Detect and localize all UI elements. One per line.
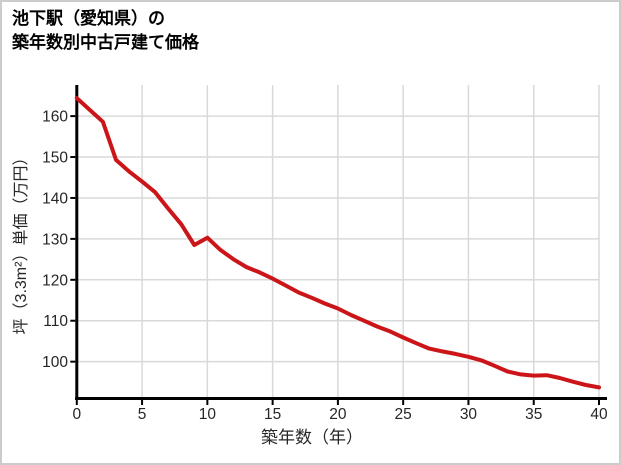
y-tick-label: 160: [42, 109, 68, 126]
y-tick-label: 110: [43, 313, 68, 330]
x-tick-label: 30: [460, 406, 478, 423]
y-axis-label: 坪（3.3m²）単価（万円）: [12, 150, 30, 335]
x-tick-label: 15: [264, 406, 281, 423]
x-axis-label: 築年数（年）: [261, 428, 363, 447]
y-tick-label: 130: [42, 231, 68, 248]
y-tick-label: 120: [42, 272, 68, 289]
tick-labels: 0 5 10 15 20 25 30 35 40 100 110 120 130 140 150 160: [42, 109, 608, 423]
y-tick-label: 150: [42, 150, 68, 167]
y-tick-label: 140: [42, 190, 68, 207]
x-tick-label: 5: [138, 406, 147, 423]
axes: [75, 85, 607, 400]
chart-title-line1: 池下駅（愛知県）の: [12, 9, 165, 28]
x-tick-label: 25: [395, 406, 412, 423]
y-tick-label: 100: [42, 354, 68, 371]
price-line-series: [74, 96, 601, 390]
grid: [76, 85, 600, 399]
tick-marks: [70, 115, 600, 405]
x-tick-label: 0: [72, 406, 81, 423]
x-tick-label: 10: [199, 406, 217, 423]
x-tick-label: 40: [590, 406, 608, 423]
chart-title: 池下駅（愛知県）の 築年数別中古戸建て価格: [12, 7, 199, 55]
x-tick-label: 20: [329, 406, 347, 423]
x-tick-label: 35: [525, 406, 542, 423]
chart-title-line2: 築年数別中古戸建て価格: [12, 33, 199, 52]
